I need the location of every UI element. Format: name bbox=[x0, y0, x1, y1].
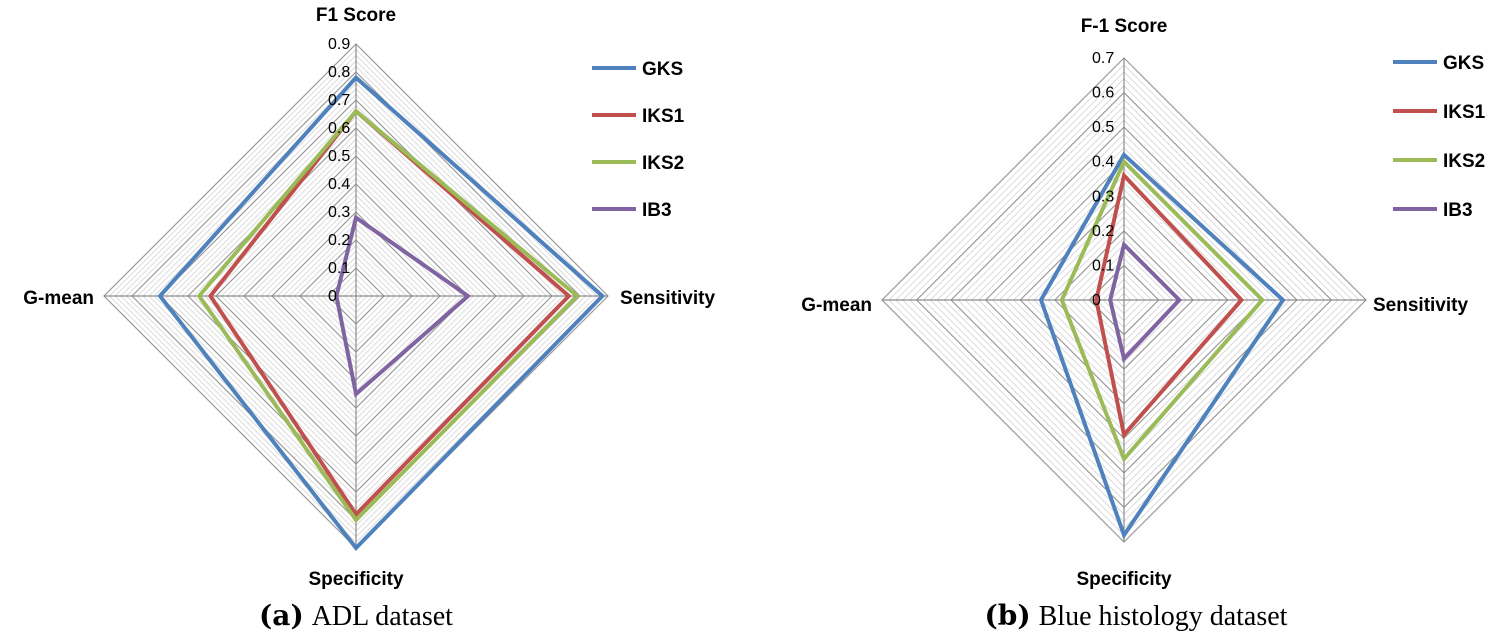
radial-tick-label: 0 bbox=[1092, 292, 1101, 309]
axis-label-top: F-1 Score bbox=[1081, 16, 1168, 37]
radial-tick-label: 0.7 bbox=[328, 92, 350, 109]
radial-tick-label: 0.1 bbox=[328, 260, 350, 277]
radial-tick-label: 0.4 bbox=[328, 176, 350, 193]
radial-tick-label: 0.5 bbox=[1092, 119, 1114, 136]
caption-tag-b: (b) bbox=[985, 599, 1031, 632]
legend-label-ib3: IB3 bbox=[642, 200, 672, 221]
axis-label-bottom: Specificity bbox=[308, 569, 403, 590]
radar-chart-a: 0 0.1 0.2 0.3 0.4 0.5 0.6 0.7 0.8 0.9 F1 Score Se… bbox=[23, 5, 715, 632]
radial-tick-label: 0.2 bbox=[1092, 223, 1114, 240]
series-iks2-polygon bbox=[1059, 158, 1266, 463]
radial-tick-label: 0.3 bbox=[1092, 188, 1114, 205]
legend-label-iks1: IKS1 bbox=[642, 106, 685, 127]
axis-label-right: Sensitivity bbox=[620, 288, 715, 309]
radial-tick-label: 0.6 bbox=[1092, 85, 1114, 102]
radar-series bbox=[1038, 151, 1286, 540]
radial-tick-label: 0.2 bbox=[328, 232, 350, 249]
axis-label-left: G-mean bbox=[23, 288, 94, 309]
series-ib3-polygon bbox=[1108, 240, 1183, 363]
series-iks1-polygon bbox=[1094, 171, 1245, 440]
caption-text-b: Blue histology dataset bbox=[1039, 601, 1288, 632]
caption-b: (b) Blue histology dataset bbox=[985, 599, 1288, 632]
radar-grid bbox=[103, 43, 609, 549]
radar-grid bbox=[881, 57, 1367, 543]
radial-tick-labels: 0 0.1 0.2 0.3 0.4 0.5 0.6 0.7 bbox=[1092, 50, 1114, 309]
legend-label-ib3: IB3 bbox=[1443, 200, 1473, 221]
radial-tick-label: 0.6 bbox=[328, 120, 350, 137]
caption-tag-a: (a) bbox=[259, 599, 304, 632]
legend-label-iks1: IKS1 bbox=[1443, 102, 1486, 123]
legend-label-gks: GKS bbox=[642, 59, 683, 80]
series-gks-polygon bbox=[1038, 151, 1286, 540]
radial-tick-label: 0.3 bbox=[328, 204, 350, 221]
radial-tick-label: 0 bbox=[328, 288, 337, 305]
radial-tick-label: 0.8 bbox=[328, 64, 350, 81]
axis-label-bottom: Specificity bbox=[1076, 569, 1171, 590]
axis-label-left: G-mean bbox=[801, 295, 872, 316]
caption-text-a: ADL dataset bbox=[312, 601, 453, 632]
radial-tick-label: 0.5 bbox=[328, 148, 350, 165]
legend-label-iks2: IKS2 bbox=[642, 153, 684, 174]
series-iks1-polygon bbox=[207, 108, 572, 518]
series-gks-polygon bbox=[157, 74, 606, 552]
radial-tick-labels: 0 0.1 0.2 0.3 0.4 0.5 0.6 0.7 0.8 0.9 bbox=[328, 36, 350, 305]
radar-chart-b: 0 0.1 0.2 0.3 0.4 0.5 0.6 0.7 F-1 Score Sensiti… bbox=[801, 16, 1485, 632]
axis-label-right: Sensitivity bbox=[1373, 295, 1468, 316]
series-iks2-polygon bbox=[196, 108, 581, 524]
caption-a: (a) ADL dataset bbox=[259, 599, 453, 632]
radar-series bbox=[157, 74, 606, 552]
legend-label-gks: GKS bbox=[1443, 53, 1484, 74]
radial-tick-label: 0.9 bbox=[328, 36, 350, 53]
radial-tick-label: 0.4 bbox=[1092, 154, 1114, 171]
legend-b: GKS IKS1 IKS2 IB3 bbox=[1393, 53, 1486, 221]
radial-tick-label: 0.7 bbox=[1092, 50, 1114, 67]
legend-a: GKS IKS1 IKS2 IB3 bbox=[592, 59, 685, 221]
axis-label-top: F1 Score bbox=[316, 5, 396, 26]
legend-label-iks2: IKS2 bbox=[1443, 151, 1485, 172]
series-ib3-polygon bbox=[334, 214, 472, 398]
radial-tick-label: 0.1 bbox=[1092, 257, 1114, 274]
